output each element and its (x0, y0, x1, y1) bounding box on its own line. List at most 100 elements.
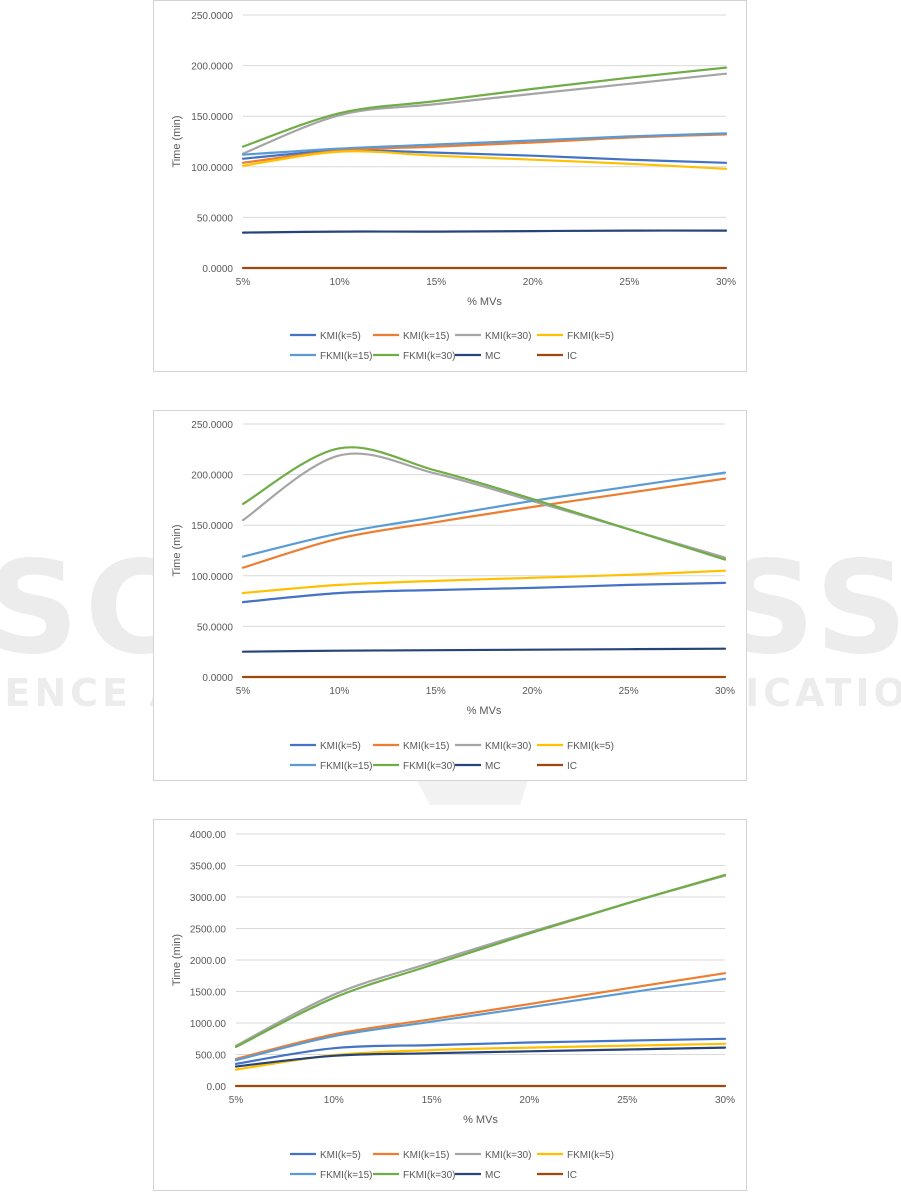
x-tick-label: 20% (523, 277, 543, 288)
x-tick-label: 25% (619, 686, 639, 697)
x-tick-label: 30% (715, 1095, 735, 1106)
y-tick-label: 2500.00 (190, 925, 227, 936)
chart-panel-2: 0.0000 50.0000 100.0000 150.0000 200.0000 250… (153, 410, 747, 781)
legend-item: FKMI(k=15) (290, 1170, 373, 1181)
y-tick-label: 0.0000 (202, 264, 233, 275)
legend-item: FKMI(k=5) (537, 331, 614, 342)
y-tick-label: 500.00 (195, 1051, 226, 1062)
legend-label: IC (567, 351, 577, 362)
y-tick-label: 50.0000 (197, 622, 234, 633)
series-line-fkmi-k-30- (241, 66, 728, 148)
x-tick-label: 15% (426, 277, 446, 288)
y-axis: 0.0000 50.0000 100.0000 150.0000 200.0000 250… (191, 11, 233, 275)
y-tick-label: 3500.00 (190, 862, 227, 873)
legend-label: MC (485, 761, 501, 772)
y-tick-label: 100.0000 (191, 572, 233, 583)
legend-label: FKMI(k=5) (567, 1150, 614, 1161)
y-tick-label: 250.0000 (191, 11, 233, 22)
legend-item: FKMI(k=30) (373, 351, 456, 362)
series-line-fkmi-k-15- (241, 132, 728, 156)
legend-label: FKMI(k=30) (403, 351, 456, 362)
y-tick-label: 3000.00 (190, 893, 227, 904)
y-axis-title: Time (min) (171, 115, 183, 167)
chart-panel-1: 0.0000 50.0000 100.0000 150.0000 200.0000 250… (153, 0, 747, 372)
line-chart-1: 0.0000 50.0000 100.0000 150.0000 200.0000 250… (171, 11, 736, 362)
x-axis-title: % MVs (467, 705, 502, 717)
legend-label: FKMI(k=5) (567, 741, 614, 752)
x-tick-label: 5% (229, 1095, 244, 1106)
legend-item: KMI(k=15) (373, 1150, 449, 1161)
y-tick-label: 4000.00 (190, 830, 227, 841)
legend-label: FKMI(k=15) (320, 761, 373, 772)
legend-item: MC (455, 761, 501, 772)
legend-item: MC (455, 1170, 501, 1181)
legend-label: MC (485, 1170, 501, 1181)
legend-label: MC (485, 351, 501, 362)
x-tick-label: 15% (426, 686, 446, 697)
legend-label: KMI(k=15) (403, 331, 449, 342)
legend-item: MC (455, 351, 501, 362)
y-tick-label: 150.0000 (191, 112, 233, 123)
legend-item: FKMI(k=15) (290, 351, 373, 362)
x-axis: 5% 10% 15% 20% 25% 30% (236, 277, 736, 288)
series-line-kmi-k-30- (241, 72, 728, 155)
legend-label: KMI(k=30) (485, 1150, 531, 1161)
series-lines (241, 66, 728, 270)
series-line-fkmi-k-5- (234, 1042, 727, 1071)
x-tick-label: 15% (422, 1095, 442, 1106)
legend-item: KMI(k=15) (373, 741, 449, 752)
gridlines (243, 14, 726, 269)
legend-item: FKMI(k=5) (537, 1150, 614, 1161)
y-tick-label: 150.0000 (191, 521, 233, 532)
line-chart-3: 0.00 500.00 1000.00 1500.00 2000.00 2500.00 30… (171, 830, 735, 1181)
legend-item: KMI(k=5) (290, 331, 361, 342)
legend-label: FKMI(k=30) (403, 761, 456, 772)
x-axis: 5% 10% 15% 20% 25% 30% (229, 1095, 735, 1106)
y-axis-title: Time (min) (171, 934, 183, 986)
legend-label: KMI(k=30) (485, 741, 531, 752)
series-line-mc (241, 647, 727, 653)
legend-label: KMI(k=15) (403, 1150, 449, 1161)
y-tick-label: 0.00 (207, 1082, 227, 1093)
series-line-fkmi-k-5- (241, 569, 727, 595)
series-line-kmi-k-5- (234, 1037, 727, 1065)
chart-panel-3: 0.00 500.00 1000.00 1500.00 2000.00 2500.00 30… (153, 819, 747, 1191)
x-tick-label: 20% (519, 1095, 539, 1106)
series-lines (241, 446, 727, 679)
legend-item: KMI(k=15) (373, 331, 449, 342)
legend-item: IC (537, 1170, 577, 1181)
legend-label: IC (567, 761, 577, 772)
line-chart-2: 0.0000 50.0000 100.0000 150.0000 200.0000 250… (171, 420, 735, 772)
legend-item: KMI(k=5) (290, 741, 361, 752)
legend-label: KMI(k=30) (485, 331, 531, 342)
x-tick-label: 5% (236, 686, 251, 697)
legend: KMI(k=5) KMI(k=15) KMI(k=30) FKMI(k=5) FKMI(… (290, 331, 614, 362)
y-tick-label: 100.0000 (191, 163, 233, 174)
x-axis: 5% 10% 15% 20% 25% 30% (236, 686, 735, 697)
series-line-fkmi-k-30- (241, 446, 727, 561)
x-tick-label: 30% (716, 277, 736, 288)
legend-item: KMI(k=30) (455, 1150, 531, 1161)
legend-item: FKMI(k=15) (290, 761, 373, 772)
y-axis: 0.00 500.00 1000.00 1500.00 2000.00 2500.00 30… (190, 830, 227, 1093)
legend-item: KMI(k=30) (455, 741, 531, 752)
legend-item: IC (537, 351, 577, 362)
legend-label: KMI(k=5) (320, 331, 361, 342)
legend-item: FKMI(k=5) (537, 741, 614, 752)
series-line-mc (241, 229, 728, 234)
legend-label: KMI(k=5) (320, 1150, 361, 1161)
x-tick-label: 10% (324, 1095, 344, 1106)
x-axis-title: % MVs (463, 1114, 498, 1126)
x-axis-title: % MVs (467, 296, 502, 308)
x-tick-label: 25% (617, 1095, 637, 1106)
legend: KMI(k=5) KMI(k=15) KMI(k=30) FKMI(k=5) FKMI(… (290, 741, 614, 772)
series-line-kmi-k-15- (241, 477, 727, 569)
series-line-kmi-k-15- (234, 972, 727, 1060)
series-line-kmi-k-30- (241, 452, 727, 559)
legend-item: IC (537, 761, 577, 772)
legend-item: KMI(k=30) (455, 331, 531, 342)
legend-label: FKMI(k=15) (320, 1170, 373, 1181)
series-lines (234, 873, 727, 1088)
legend-label: FKMI(k=5) (567, 331, 614, 342)
y-tick-label: 200.0000 (191, 471, 233, 482)
